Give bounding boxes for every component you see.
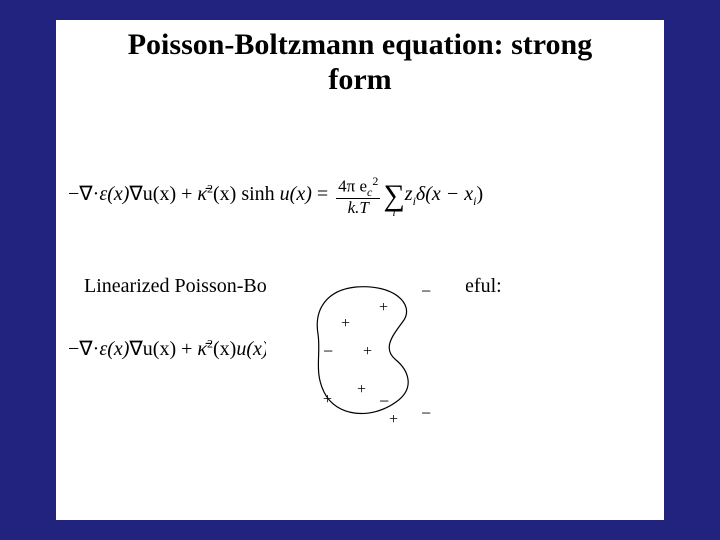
equation-nonlinear-pb: −∇·ε(x)∇u(x) + κ̄ 2 (x) sinh u(x) = 4π ec2… (68, 175, 483, 216)
eq1-z: z (405, 183, 413, 205)
eq1-frac-num-sup: 2 (372, 174, 378, 188)
eq1-sigma: ∑i (383, 184, 404, 208)
charge-plus: + (323, 392, 332, 408)
eq1-grad: ∇u(x) (129, 183, 176, 205)
charge-plus: + (379, 300, 388, 316)
eq2-kappa-arg: (x) (213, 338, 236, 360)
charge-plus: + (357, 382, 366, 398)
eq1-close: ) (476, 183, 483, 205)
eq1-plus: + (176, 183, 197, 205)
title-line-1: Poisson-Boltzmann equation: strong (76, 28, 644, 63)
eq2-plus: + (176, 338, 197, 360)
eq1-frac-num: 4π ec2 (336, 175, 380, 198)
eq1-delta: δ(x − x (416, 183, 473, 205)
eq2-eps: ε(x) (99, 338, 129, 360)
charge-minus: − (421, 404, 431, 422)
eq1-sinh: sinh (236, 183, 279, 205)
eq1-sigma-sub: i (393, 209, 396, 218)
eq2-grad: ∇u(x) (129, 338, 176, 360)
content-panel: Poisson-Boltzmann equation: strong form … (56, 20, 664, 520)
title-line-2: form (76, 63, 644, 98)
charge-plus: + (341, 316, 350, 332)
eq1-neg-div: −∇· (68, 183, 99, 205)
molecule-diagram: ++−++−++−− (266, 252, 466, 452)
charge-minus: − (421, 282, 431, 300)
slide: Poisson-Boltzmann equation: strong form … (0, 0, 720, 540)
eq1-u: u(x) (280, 183, 312, 205)
eq2-u: u(x) (236, 338, 268, 360)
eq2-kappa: κ̄ (197, 338, 207, 360)
eq1-kappa: κ̄ (197, 183, 207, 205)
charge-minus: − (379, 392, 389, 410)
eq1-kappa-arg: (x) (213, 183, 236, 205)
eq1-eps: ε(x) (99, 183, 129, 205)
eq2-neg-div: −∇· (68, 338, 99, 360)
charge-plus: + (363, 344, 372, 360)
charge-minus: − (323, 342, 333, 360)
eq1-frac-den: k.T (336, 198, 380, 216)
slide-title: Poisson-Boltzmann equation: strong form (56, 20, 664, 97)
eq1-frac-num-a: 4π e (338, 177, 367, 196)
charge-plus: + (389, 412, 398, 428)
eq1-fraction: 4π ec2k.T (336, 175, 380, 216)
eq1-equals: = (312, 183, 333, 205)
